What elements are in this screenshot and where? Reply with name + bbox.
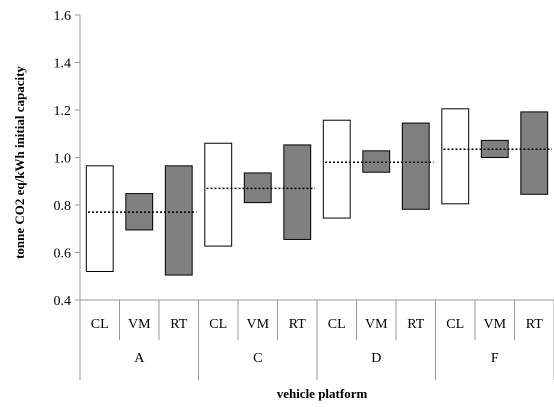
bar-c-cl — [204, 142, 233, 247]
y-axis-ticks: 0.4 0.6 0.8 1.0 1.2 1.4 1.6 — [54, 9, 80, 309]
mean-lines — [88, 148, 552, 213]
x-axis-title: vehicle platform — [277, 386, 368, 401]
x-category-label: VM — [128, 317, 151, 332]
y-tick-label: 1.6 — [54, 9, 72, 24]
bar-d-rt — [401, 122, 430, 210]
x-category-label: VM — [246, 317, 269, 332]
x-axis-categories: CL VM RT CL VM RT CL VM RT CL VM RT — [79, 300, 554, 340]
bars — [85, 108, 549, 276]
x-category-label: VM — [365, 317, 388, 332]
bar-a-cl — [85, 165, 114, 272]
bar-f-rt — [520, 111, 549, 195]
x-category-label: RT — [289, 317, 306, 332]
bar-a-rt — [164, 165, 193, 276]
x-category-label: RT — [170, 317, 187, 332]
x-category-label: CL — [209, 317, 227, 332]
x-category-label: CL — [328, 317, 346, 332]
bar-c-rt — [283, 144, 312, 240]
y-tick-label: 1.2 — [54, 104, 72, 119]
y-tick-label: 0.6 — [54, 247, 72, 262]
x-group-label: C — [253, 351, 262, 366]
x-category-label: CL — [446, 317, 464, 332]
y-axis-title: tonne CO2 eq/kWh initial capacity — [12, 66, 27, 259]
y-tick-label: 0.8 — [54, 199, 72, 214]
y-tick-label: 0.4 — [54, 294, 72, 309]
x-category-label: VM — [483, 317, 506, 332]
bar-d-cl — [322, 119, 351, 219]
x-group-label: D — [371, 351, 381, 366]
x-group-label: A — [134, 351, 145, 366]
bar-f-cl — [441, 108, 470, 205]
y-tick-label: 1.4 — [54, 57, 72, 72]
y-tick-label: 1.0 — [54, 152, 72, 167]
x-category-label: RT — [407, 317, 424, 332]
x-group-label: F — [491, 351, 499, 366]
x-category-label: RT — [526, 317, 543, 332]
x-category-label: CL — [91, 317, 109, 332]
